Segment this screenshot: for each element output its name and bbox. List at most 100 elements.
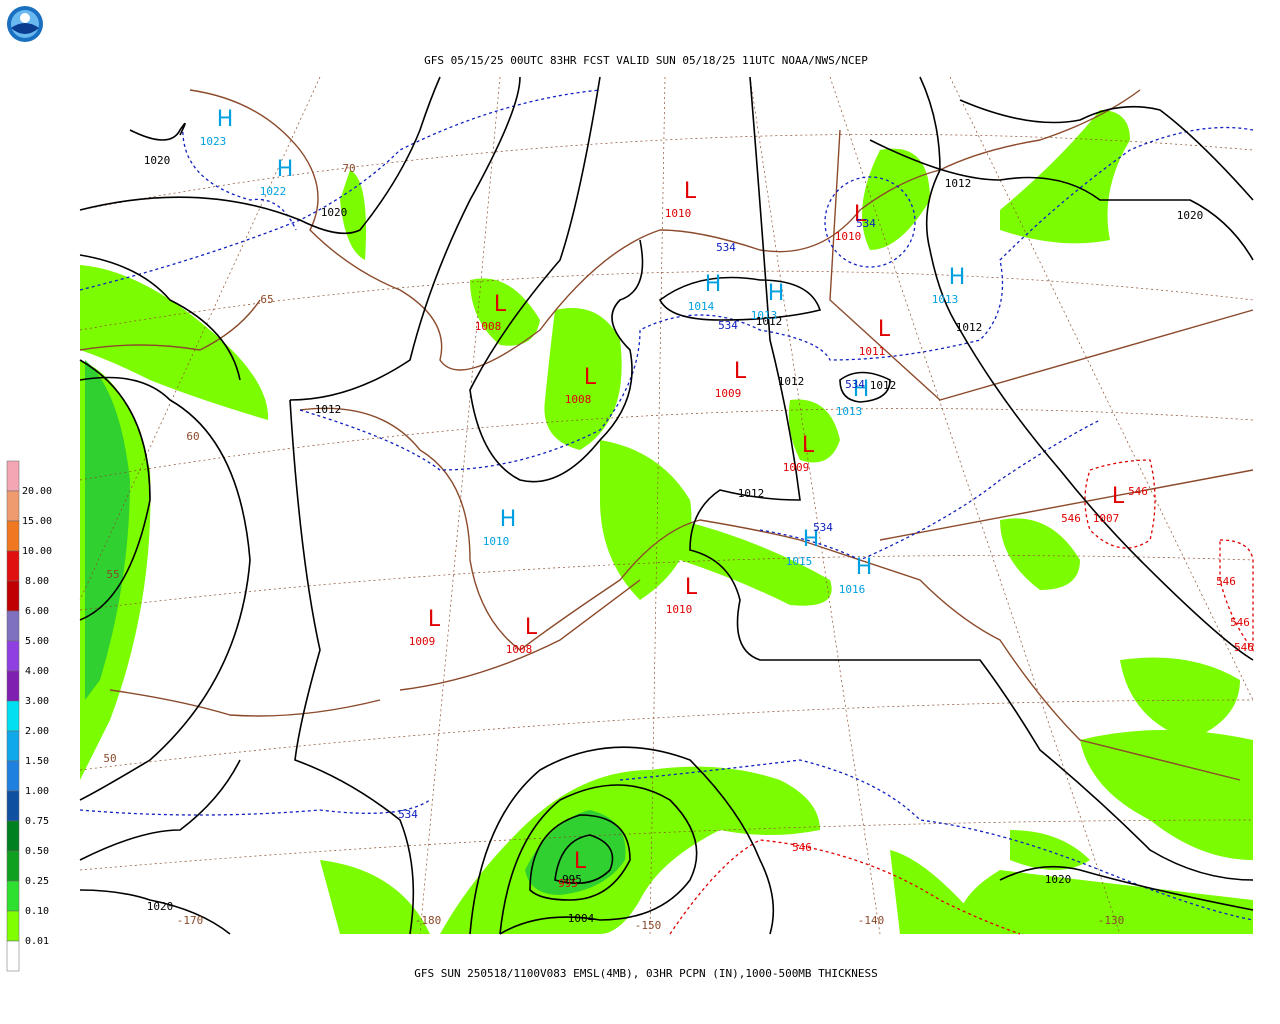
center-pressure: 1013 xyxy=(836,405,863,418)
noaa-logo xyxy=(7,6,43,42)
thickness-label: 546 xyxy=(1230,616,1250,629)
coastlines xyxy=(79,89,1254,781)
center-pressure: 1009 xyxy=(409,635,436,648)
isobar-label: 1020 xyxy=(321,206,348,219)
map-title: GFS 05/15/25 00UTC 83HR FCST VALID SUN 0… xyxy=(424,54,868,67)
center-symbol: L xyxy=(734,359,747,384)
grid-label: -130 xyxy=(1098,914,1125,927)
grid-label: 70 xyxy=(342,162,355,175)
legend-swatch xyxy=(6,730,20,762)
center-pressure: 1022 xyxy=(260,185,287,198)
legend-label: 0.25 xyxy=(25,876,49,887)
thickness-label: 546 xyxy=(1234,641,1254,654)
legend-swatch xyxy=(6,820,20,852)
center-symbol: L xyxy=(1112,484,1125,509)
center-pressure: 1013 xyxy=(932,293,959,306)
center-symbol: L xyxy=(854,202,867,227)
center-pressure: 1014 xyxy=(688,300,715,313)
isobar-label: 1020 xyxy=(144,154,171,167)
grid-label: 65 xyxy=(260,293,273,306)
legend-label: 6.00 xyxy=(25,606,49,617)
center-symbol: H xyxy=(217,107,234,132)
legend-swatch xyxy=(6,880,20,912)
isobar-label: 1012 xyxy=(738,487,765,500)
grid-label: -140 xyxy=(858,914,885,927)
legend-label: 10.00 xyxy=(22,546,52,557)
legend-label: 5.00 xyxy=(25,636,49,647)
isobar-label: 1004 xyxy=(568,912,595,925)
map-area xyxy=(79,76,1254,935)
thickness-label: 534 xyxy=(856,217,876,230)
thickness-label: 534 xyxy=(845,378,865,391)
center-pressure: 1008 xyxy=(565,393,592,406)
isobar-label: 1020 xyxy=(147,900,174,913)
center-symbol: H xyxy=(949,265,966,290)
isobar-label: 1012 xyxy=(315,403,342,416)
center-pressure: 1010 xyxy=(665,207,692,220)
legend-swatch xyxy=(6,760,20,792)
center-symbol: H xyxy=(853,377,870,402)
center-symbol: L xyxy=(878,317,891,342)
center-symbol: H xyxy=(277,157,294,182)
center-pressure: 1010 xyxy=(666,603,693,616)
thickness-label: 534 xyxy=(718,319,738,332)
precip-legend: 20.00 15.00 10.00 8.00 6.00 5.00 4.00 3.00 2.00 1… xyxy=(6,460,52,972)
center-symbol: L xyxy=(428,607,441,632)
thickness-label: 546 xyxy=(1128,485,1148,498)
center-symbol: L xyxy=(525,615,538,640)
grid-lines xyxy=(79,76,1254,935)
center-symbol: L xyxy=(685,575,698,600)
center-pressure: 1009 xyxy=(715,387,742,400)
center-pressure: 1010 xyxy=(483,535,510,548)
isobar-label: 1012 xyxy=(756,315,783,328)
center-pressure: 1015 xyxy=(786,555,813,568)
legend-label: 4.00 xyxy=(25,666,49,677)
center-symbol: L xyxy=(574,849,587,874)
grid-label: -150 xyxy=(635,919,662,932)
legend-swatch xyxy=(6,850,20,882)
thickness-label: 546 xyxy=(1061,512,1081,525)
center-symbol: L xyxy=(584,365,597,390)
grid-label: 50 xyxy=(103,752,116,765)
center-symbol: H xyxy=(705,272,722,297)
legend-label: 3.00 xyxy=(25,696,49,707)
center-symbol: H xyxy=(768,281,785,306)
thickness-label: 546 xyxy=(1216,575,1236,588)
grid-label: -180 xyxy=(415,914,442,927)
grid-label: -170 xyxy=(177,914,204,927)
thickness-label: 534 xyxy=(398,808,418,821)
isobar-label: 1012 xyxy=(778,375,805,388)
precipitation xyxy=(80,110,1253,934)
legend-label: 20.00 xyxy=(22,486,52,497)
isobar-label: 1020 xyxy=(1177,209,1204,222)
center-symbol: L xyxy=(494,292,507,317)
legend-label: 1.50 xyxy=(25,756,49,767)
legend-swatch xyxy=(6,790,20,822)
legend-swatch xyxy=(6,520,20,552)
grid-label: 55 xyxy=(106,568,119,581)
isobar-label: 1012 xyxy=(870,379,897,392)
legend-swatch xyxy=(6,580,20,612)
legend-label: 8.00 xyxy=(25,576,49,587)
center-pressure: 1023 xyxy=(200,135,227,148)
center-pressure: 1009 xyxy=(783,461,810,474)
thickness-label: 534 xyxy=(813,521,833,534)
legend-swatch xyxy=(6,550,20,582)
legend-swatch xyxy=(6,670,20,702)
center-symbol: H xyxy=(803,527,820,552)
thickness-546 xyxy=(669,459,1254,935)
center-pressure: 1008 xyxy=(475,320,502,333)
center-pressure: 1013 xyxy=(751,309,778,322)
legend-swatch xyxy=(6,460,20,492)
isobar-label: 1012 xyxy=(956,321,983,334)
legend-label: 0.01 xyxy=(25,936,49,947)
center-pressure: 1016 xyxy=(839,583,866,596)
legend-swatch xyxy=(6,700,20,732)
center-symbol: L xyxy=(684,179,697,204)
legend-swatch xyxy=(6,640,20,672)
thickness-label: 546 xyxy=(792,841,812,854)
legend-label: 0.50 xyxy=(25,846,49,857)
center-symbol: H xyxy=(500,507,517,532)
isobar-label: 995 xyxy=(562,873,582,886)
